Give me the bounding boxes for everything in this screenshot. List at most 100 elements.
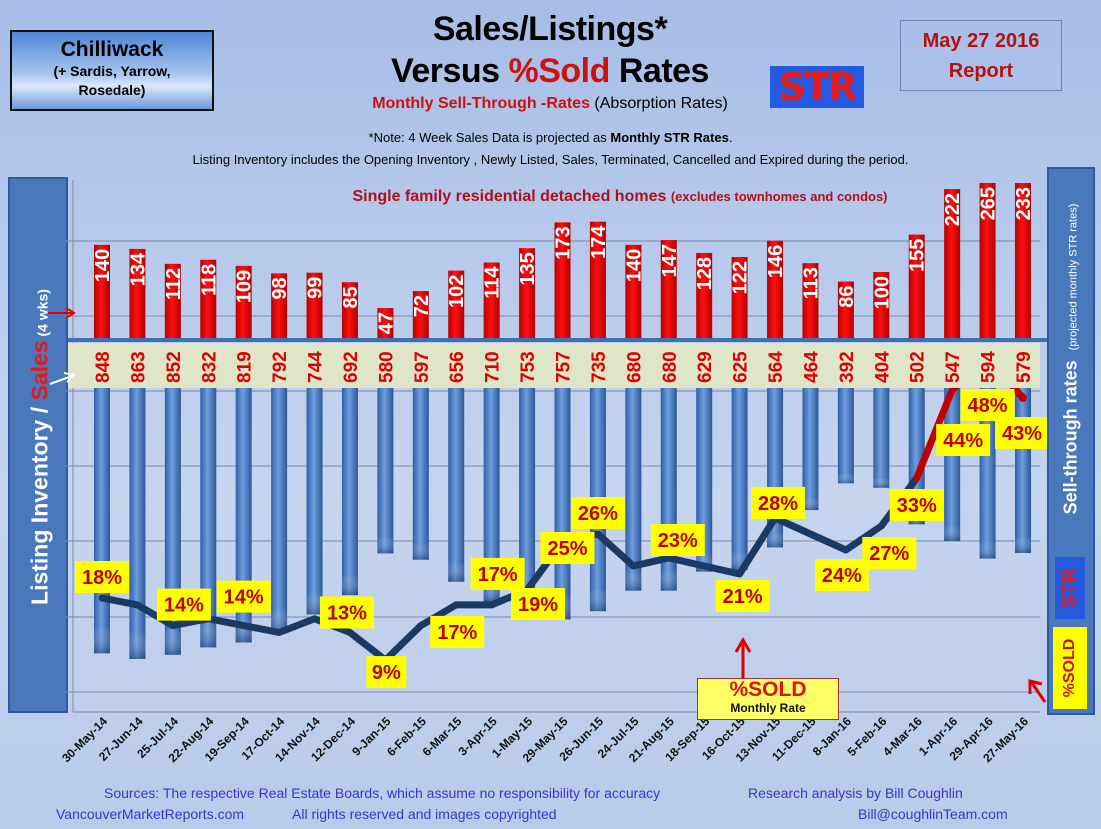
sales-bar [625, 244, 642, 340]
sales-arrow-head-icon [65, 307, 76, 319]
listing-bar-shade [802, 388, 819, 511]
sales-value-label: 122 [730, 261, 752, 294]
sold-rate-label: 43% [1002, 423, 1042, 445]
listing-value-label: 753 [518, 351, 539, 383]
sold-rate-label: 17% [437, 622, 477, 644]
note1-b: Monthly STR Rates [610, 130, 729, 145]
sold-label-bg [936, 424, 991, 456]
sold-rate-label: 26% [578, 503, 618, 525]
sold-label-bg [156, 588, 211, 621]
listing-bar-shade [94, 388, 110, 654]
sold-label-bg [650, 524, 705, 556]
title-rates: Rates [609, 52, 710, 90]
chart-subtitle: Monthly Sell-Through -Rates (Absorption … [300, 95, 800, 113]
footer-rights: All rights reserved and images copyright… [292, 806, 557, 822]
sales-value-label: 99 [305, 277, 327, 299]
listing-value-label: 656 [447, 351, 468, 383]
homes-annotation-sub: (excludes townhomes and condos) [671, 189, 888, 204]
sales-value-label: 72 [411, 295, 433, 317]
sales-value-label: 114 [482, 266, 504, 299]
sold-label-bg [216, 580, 271, 613]
sales-bar [377, 308, 394, 340]
sold-rate-label: 33% [897, 495, 937, 517]
sales-bar [731, 257, 748, 340]
sales-value-label: 135 [517, 252, 539, 285]
listing-value-label: 692 [341, 351, 362, 383]
right-axis-label: Sell-through rates (projected monthly ST… [1061, 204, 1082, 515]
sold-rate-label: 28% [758, 493, 798, 515]
sold-label-bg [511, 588, 566, 620]
sales-value-label: 47 [375, 312, 397, 334]
listing-value-label: 710 [483, 351, 504, 383]
note-sales-projection: *Note: 4 Week Sales Data is projected as… [0, 130, 1101, 145]
listing-bar-shade [341, 388, 358, 596]
sales-bar [164, 263, 181, 340]
listing-value-label: 404 [872, 351, 893, 383]
listing-bar-shade [164, 388, 181, 655]
location-sub2: Rosedale) [78, 82, 146, 98]
sold-label-bg [751, 487, 806, 519]
listing-value-label: 502 [908, 351, 929, 383]
listing-bar-shade [1015, 388, 1031, 553]
listing-bar-shade [837, 388, 854, 484]
footer-research: Research analysis by Bill Coughlin [748, 785, 963, 801]
listing-bar-shade [554, 388, 571, 620]
listing-value-label: 594 [979, 351, 1000, 383]
listing-value-label: 547 [943, 351, 964, 383]
footer-sources: Sources: The respective Real Estate Boar… [104, 785, 661, 801]
listing-value-label: 744 [306, 351, 327, 383]
sales-value-label: 147 [659, 244, 681, 277]
title-line1: Sales/Listings* [432, 10, 668, 48]
listing-value-label: 819 [235, 351, 256, 383]
sales-bar [483, 262, 500, 340]
sales-bar [837, 281, 854, 340]
homes-annotation: Single family residential detached homes… [352, 188, 887, 205]
subtitle-rest: (Absorption Rates) [589, 95, 728, 112]
sales-bar [129, 248, 146, 340]
sold-label-bg [995, 417, 1049, 449]
sold-label-bg [715, 580, 770, 612]
sold-rate-label: 23% [658, 530, 698, 552]
right-sold-arrow-head-icon [1028, 679, 1043, 694]
sales-value-label: 86 [836, 286, 858, 308]
sales-bar [341, 282, 358, 340]
sales-bar [235, 265, 252, 340]
footer-site: VancouverMarketReports.com [56, 806, 245, 822]
subtitle-red: Monthly Sell-Through -Rates [372, 95, 590, 112]
right-str-badge: STR [1055, 557, 1085, 619]
sales-bar [554, 222, 571, 340]
right-sold-badge: %SOLD [1053, 627, 1087, 709]
sales-value-label: 112 [163, 268, 185, 300]
listing-value-label: 757 [554, 351, 575, 383]
sold-rate-label: 25% [547, 538, 587, 560]
location-sub1: (+ Sardis, Yarrow, [53, 63, 171, 79]
listing-bar-shade [235, 388, 252, 643]
listing-value-label: 580 [376, 351, 397, 383]
footer-email: Bill@coughlinTeam.com [858, 806, 1008, 822]
callout-arrow-head-icon [734, 637, 752, 653]
sales-value-label: 134 [127, 252, 149, 286]
listing-value-label: 792 [270, 351, 291, 383]
sold-rate-label: 27% [869, 543, 909, 565]
sales-value-label: 233 [1013, 187, 1035, 220]
location-name: Chilliwack [60, 38, 164, 61]
sold-label-bg [540, 532, 595, 564]
sold-label-bg [862, 537, 917, 569]
sales-bar [802, 263, 819, 340]
listing-bar-shade [731, 388, 748, 571]
callout-monthly: Monthly Rate [730, 701, 806, 715]
sales-bar [200, 259, 217, 340]
sold-label-bg [366, 656, 407, 689]
right-sold-text: %SOLD [1061, 638, 1078, 698]
sold-rate-label: 9% [372, 662, 401, 684]
sales-value-label: 109 [234, 270, 256, 303]
report-date: May 27 2016 [922, 30, 1040, 52]
sales-value-label: 140 [92, 249, 114, 282]
sales-bar [519, 248, 536, 340]
right-axis-title: Sell-through rates [1060, 360, 1081, 515]
right-str-text: STR [1058, 568, 1081, 608]
sales-bar [94, 244, 110, 340]
sales-bar [1015, 183, 1031, 340]
sales-value-label: 146 [765, 245, 787, 278]
